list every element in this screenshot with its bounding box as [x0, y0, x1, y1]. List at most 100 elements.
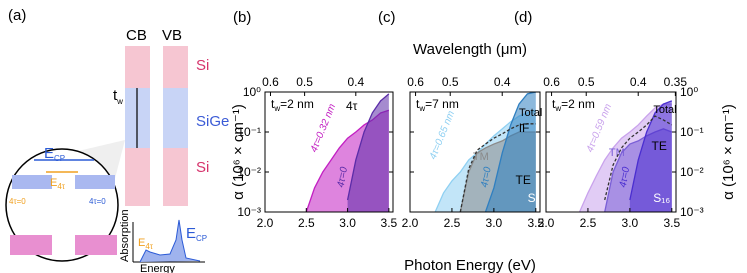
y-tick-label: 10⁻¹ [237, 125, 261, 139]
y-label: α (10⁶ × cm⁻¹) [230, 104, 247, 200]
x2-tick-label: 0.4 [347, 75, 364, 89]
y-tick-label: 10⁻¹ [680, 125, 704, 139]
panel: (c) 4τ=0.65 nm TM 4τ=0 Total 2.0 2.5 3.0 3.5 0.6 0… [378, 9, 544, 230]
ecp-label: ECP [44, 145, 65, 163]
x-tick-label: 2.5 [580, 216, 597, 230]
band [10, 235, 52, 255]
x-tick-label: 3.5 [663, 216, 680, 230]
tw-base: t [271, 97, 275, 111]
panel-label: (d) [514, 9, 532, 26]
vb-label: VB [162, 27, 182, 44]
x-tick-label: 2.0 [257, 216, 274, 230]
curve [604, 115, 673, 201]
inset-xlabel: Energy [140, 263, 175, 273]
x2-label: Wavelength (μm) [413, 41, 527, 58]
cb-label: CB [126, 27, 147, 44]
x2-tick-label: 0.5 [578, 75, 595, 89]
series-label: 4τ=0 [479, 166, 494, 189]
panel-label: (c) [378, 9, 396, 26]
band [75, 235, 117, 255]
y-tick-label: 10⁻² [237, 165, 261, 179]
curve [484, 92, 536, 212]
y-tick-label: 10⁻³ [680, 205, 704, 219]
curve [578, 103, 672, 212]
tw-sub: w [273, 104, 280, 113]
inset-ylabel: Absorption [119, 209, 131, 262]
x2-tick-label: 0.5 [296, 75, 313, 89]
x2-tick-label: 0.6 [543, 75, 560, 89]
annotation: IF [519, 121, 530, 135]
series-label: Total [653, 104, 676, 116]
x-tick-label: 3.5 [527, 216, 544, 230]
curve [459, 123, 536, 212]
curve-area [629, 100, 672, 212]
x2-tick-label: 0.35 [664, 75, 688, 89]
annotation: TE [516, 173, 531, 187]
vb-well [163, 88, 188, 148]
tw-sub: w [418, 104, 425, 113]
x-label: Photon Energy (eV) [404, 257, 536, 273]
tw-label: tw [113, 87, 123, 106]
tw-sub: w [554, 104, 561, 113]
curve-area [347, 93, 389, 212]
y-tick-label: 10⁻² [680, 165, 704, 179]
y-tick-label: 10⁻³ [237, 205, 261, 219]
tw-rest: =2 nm [561, 97, 595, 111]
y-label: α (10⁶ × cm⁻¹) [720, 104, 737, 200]
x2-tick-label: 0.5 [442, 75, 459, 89]
tw-rest: =7 nm [425, 97, 459, 111]
x-tick-label: 2.5 [298, 216, 315, 230]
panel-label: (b) [233, 9, 251, 26]
tw-label: tw=2 nm [552, 97, 595, 113]
tw-label: tw=7 nm [416, 97, 459, 113]
x-tick-label: 3.0 [622, 216, 639, 230]
x-tick-label: 2.5 [444, 216, 461, 230]
series-label: 4τ=0.65 nm [428, 109, 457, 161]
tw-base: t [416, 97, 420, 111]
plot-frame [545, 91, 677, 213]
plot-frame [409, 91, 541, 213]
x-tick-label: 2.0 [402, 216, 419, 230]
inset-curve [139, 219, 201, 263]
x2-tick-label: 0.4 [494, 75, 511, 89]
panel-a: (a) CB VB Si SiGe Si tw ECP E4τ 4τ=0 4τ=… [5, 7, 229, 273]
band [12, 175, 52, 189]
curve [346, 93, 390, 201]
annotation: S₁₆ [653, 191, 670, 205]
zero-label: 4τ=0 [9, 197, 26, 206]
series-label: TM [473, 151, 489, 163]
panel-label: (a) [8, 7, 26, 24]
series-label: TM [609, 147, 625, 159]
inset-e4t: E4τ [138, 237, 154, 251]
x-tick-label: 2.0 [538, 216, 555, 230]
x2-tick-label: 0.6 [262, 75, 279, 89]
tw-rest: =2 nm [280, 97, 314, 111]
annotation: TE [652, 139, 667, 153]
x2-tick-label: 0.4 [630, 75, 647, 89]
zero-label: 4τ=0 [89, 197, 106, 206]
inset-ecp: ECP [186, 225, 207, 243]
x-tick-label: 3.0 [486, 216, 503, 230]
plot-frame [264, 91, 394, 213]
x-tick-label: 3.0 [339, 216, 356, 230]
si-label: Si [196, 159, 209, 176]
annotation: 4τ [346, 99, 358, 113]
series-label: Total [519, 107, 542, 119]
band [75, 175, 115, 189]
tw-label: tw=2 nm [271, 97, 314, 113]
x-tick-label: 3.5 [381, 216, 398, 230]
series-label: 4τ=0 [618, 166, 633, 189]
curve-area [485, 92, 536, 212]
y-tick-label: 10⁰ [680, 85, 698, 99]
e4t-label: E4τ [50, 177, 66, 191]
curve [629, 100, 673, 201]
series-label: 4τ=0 [336, 166, 351, 189]
x2-tick-label: 0.6 [407, 75, 424, 89]
sige-label: SiGe [196, 113, 229, 130]
si-label: Si [196, 57, 209, 74]
annotation: S [528, 191, 536, 205]
y-tick-label: 10⁰ [243, 85, 261, 99]
